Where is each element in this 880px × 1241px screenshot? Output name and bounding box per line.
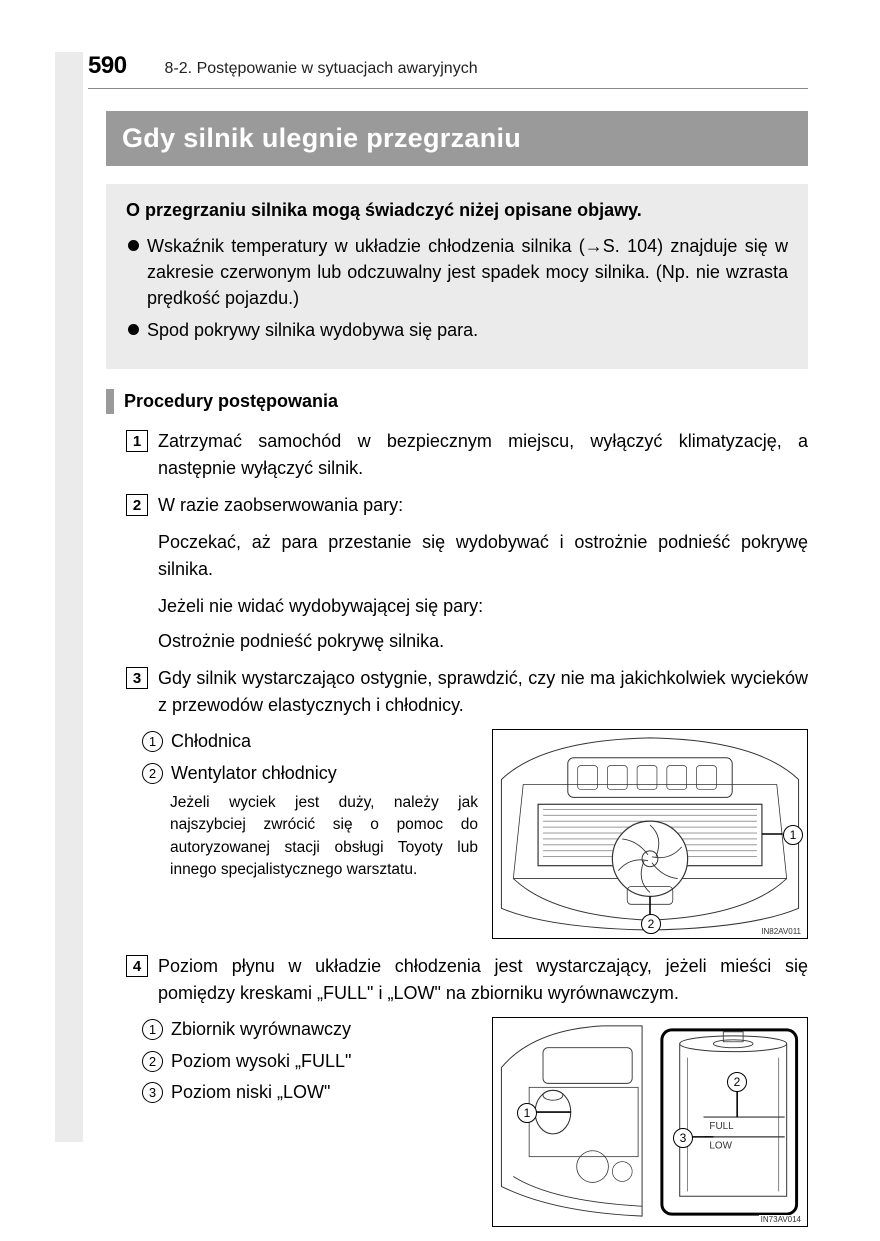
breadcrumb: 8-2. Postępowanie w sytuacjach awaryjnyc…	[165, 60, 478, 78]
page-header: 590 8-2. Postępowanie w sytuacjach awary…	[88, 52, 808, 89]
step-subtext: Jeżeli nie widać wydobywającej się pary:	[158, 593, 808, 620]
engine-diagram-2: FULL LOW 1 2 3 IN73AV014	[492, 1017, 808, 1227]
side-tab	[55, 52, 83, 1142]
step-2: 2 W razie zaobserwowania pary:	[126, 492, 808, 519]
legend-number-icon: 2	[142, 763, 163, 784]
diagram-section-2: 1 Zbiornik wyrównawczy 2 Poziom wysoki „…	[142, 1017, 808, 1227]
step-text: W razie zaobserwowania pary:	[158, 492, 808, 519]
diagram-legend: 1 Chłodnica 2 Wentylator chłodnicy Jeżel…	[142, 729, 478, 939]
step-number-icon: 3	[126, 667, 148, 689]
legend-text: Wentylator chłodnicy	[171, 761, 337, 786]
step-subtext: Poczekać, aż para przestanie się wydobyw…	[158, 529, 808, 583]
legend-number-icon: 2	[142, 1051, 163, 1072]
legend-text: Zbiornik wyrównawczy	[171, 1017, 351, 1042]
page-title: Gdy silnik ulegnie przegrzaniu	[106, 111, 808, 166]
legend-text: Chłodnica	[171, 729, 251, 754]
section-heading: Procedury postępowania	[106, 389, 808, 414]
svg-text:LOW: LOW	[709, 1141, 732, 1152]
diagram-legend: 1 Zbiornik wyrównawczy 2 Poziom wysoki „…	[142, 1017, 478, 1227]
step-text: Zatrzymać samochód w bezpiecznym miejscu…	[158, 428, 808, 482]
legend-item: 3 Poziom niski „LOW"	[142, 1080, 478, 1105]
legend-item: 1 Zbiornik wyrównawczy	[142, 1017, 478, 1042]
legend-item: 2 Poziom wysoki „FULL"	[142, 1049, 478, 1074]
step-text: Gdy silnik wystarczająco ostygnie, spraw…	[158, 665, 808, 719]
step-1: 1 Zatrzymać samochód w bezpiecznym miejs…	[126, 428, 808, 482]
image-code: IN82AV011	[759, 927, 803, 936]
step-number-icon: 4	[126, 955, 148, 977]
section-title: Procedury postępowania	[124, 389, 338, 414]
page-number: 590	[88, 52, 127, 80]
svg-text:FULL: FULL	[709, 1121, 734, 1132]
legend-item: 2 Wentylator chłodnicy	[142, 761, 478, 786]
diagram-note: Jeżeli wyciek jest duży, należy jak najs…	[170, 792, 478, 882]
step-3: 3 Gdy silnik wystarczająco ostygnie, spr…	[126, 665, 808, 719]
step-text: Poziom płynu w układzie chłodzenia jest …	[158, 953, 808, 1007]
page-content: 590 8-2. Postępowanie w sytuacjach awary…	[88, 52, 808, 1241]
symptoms-heading: O przegrzaniu silnika mogą świadczyć niż…	[126, 200, 788, 221]
engine-diagram-1: 1 2 IN82AV011	[492, 729, 808, 939]
legend-text: Poziom niski „LOW"	[171, 1080, 330, 1105]
legend-number-icon: 1	[142, 1019, 163, 1040]
bullet-item: Spod pokrywy silnika wydobywa się para.	[126, 317, 788, 343]
diagram-section-1: 1 Chłodnica 2 Wentylator chłodnicy Jeżel…	[142, 729, 808, 939]
legend-text: Poziom wysoki „FULL"	[171, 1049, 351, 1074]
bullet-text: Spod pokrywy silnika wydobywa się para.	[147, 317, 478, 343]
step-number-icon: 2	[126, 494, 148, 516]
bullet-item: Wskaźnik temperatury w układzie chłodzen…	[126, 233, 788, 311]
image-code: IN73AV014	[759, 1215, 803, 1224]
section-bar-icon	[106, 389, 114, 414]
legend-number-icon: 3	[142, 1082, 163, 1103]
legend-item: 1 Chłodnica	[142, 729, 478, 754]
step-4: 4 Poziom płynu w układzie chłodzenia jes…	[126, 953, 808, 1007]
step-number-icon: 1	[126, 430, 148, 452]
step-subtext: Ostrożnie podnieść pokrywę silnika.	[158, 628, 808, 655]
symptoms-box: O przegrzaniu silnika mogą świadczyć niż…	[106, 184, 808, 369]
bullet-text: Wskaźnik temperatury w układzie chłodzen…	[147, 233, 788, 311]
legend-number-icon: 1	[142, 731, 163, 752]
bullet-icon	[128, 240, 139, 251]
bullet-icon	[128, 324, 139, 335]
